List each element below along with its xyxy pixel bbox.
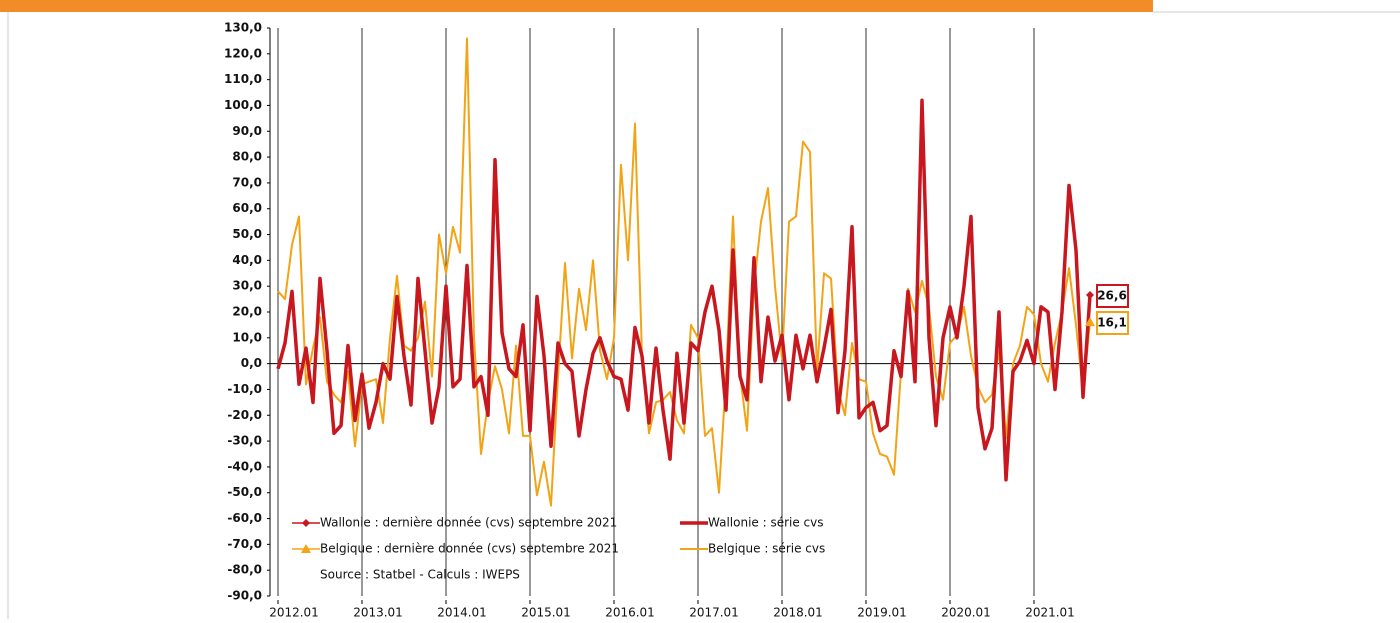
y-tick-label: -80,0: [227, 563, 262, 577]
x-tick-label: 2014.01: [437, 606, 487, 620]
value-label-box: [1096, 311, 1129, 335]
legend-marker: [301, 544, 311, 553]
legend-label: Belgique : dernière donnée (cvs) septemb…: [320, 542, 619, 556]
legend-label: Belgique : série cvs: [708, 542, 825, 556]
y-tick-label: -20,0: [227, 408, 262, 422]
x-tick-label: 2016.01: [605, 606, 655, 620]
y-tick-label: 30,0: [232, 279, 262, 293]
value-label-box: [1096, 284, 1129, 308]
y-tick-label: 0,0: [241, 356, 262, 370]
y-tick-label: 110,0: [224, 72, 262, 86]
y-tick-label: 50,0: [232, 227, 262, 241]
x-tick-label: 2020.01: [941, 606, 991, 620]
value-label: 26,6: [1097, 289, 1127, 303]
legend-label: Wallonie : série cvs: [708, 516, 824, 530]
legend-marker: [302, 519, 310, 527]
value-label: 16,1: [1097, 316, 1127, 330]
x-tick-label: 2012.01: [269, 606, 319, 620]
y-tick-label: 60,0: [232, 201, 262, 215]
y-tick-label: 40,0: [232, 253, 262, 267]
source-note: Source : Statbel - Calculs : IWEPS: [320, 568, 520, 582]
y-tick-label: -30,0: [227, 434, 262, 448]
x-tick-label: 2015.01: [521, 606, 571, 620]
y-tick-label: -90,0: [227, 589, 262, 603]
y-tick-label: 100,0: [224, 98, 262, 112]
y-tick-label: 70,0: [232, 175, 262, 189]
x-tick-label: 2013.01: [353, 606, 403, 620]
y-tick-label: 90,0: [232, 124, 262, 138]
y-tick-label: -50,0: [227, 485, 262, 499]
y-tick-label: 130,0: [224, 21, 262, 35]
series-line: [277, 37, 1091, 507]
top-banner: [0, 0, 1153, 12]
series-line: [276, 98, 1092, 482]
y-tick-label: -60,0: [227, 511, 262, 525]
marker: [1086, 290, 1094, 299]
marker: [1085, 317, 1095, 327]
y-tick-label: 120,0: [224, 46, 262, 60]
y-tick-label: 10,0: [232, 330, 262, 344]
y-tick-label: 80,0: [232, 150, 262, 164]
x-tick-label: 2017.01: [689, 606, 739, 620]
y-tick-label: -40,0: [227, 459, 262, 473]
legend-label: Wallonie : dernière donnée (cvs) septemb…: [320, 516, 617, 530]
x-tick-label: 2021.01: [1025, 606, 1075, 620]
x-tick-label: 2018.01: [773, 606, 823, 620]
y-tick-label: -70,0: [227, 537, 262, 551]
y-tick-label: 20,0: [232, 305, 262, 319]
y-tick-label: -10,0: [227, 382, 262, 396]
x-tick-label: 2019.01: [857, 606, 907, 620]
